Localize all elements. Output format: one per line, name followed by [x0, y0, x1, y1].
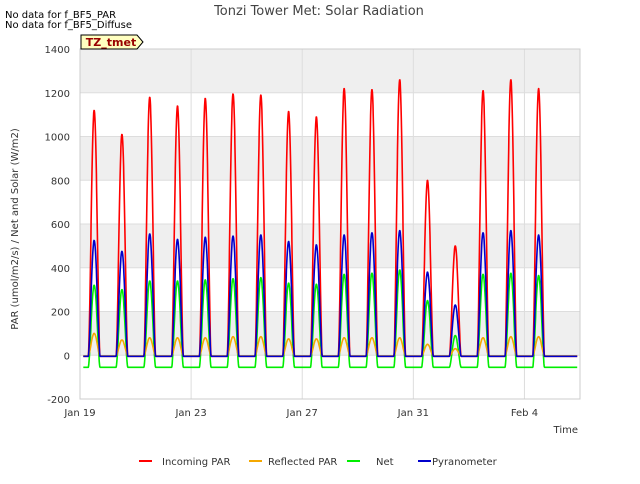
x-tick-label: Jan 27	[286, 408, 318, 419]
no-data-note-2: No data for f_BF5_Diffuse	[5, 20, 132, 31]
legend: Incoming PAR Reflected PAR Net Pyranometer	[139, 457, 498, 468]
y-tick-label: 400	[51, 264, 70, 275]
series-layer	[82, 79, 578, 369]
site-tag-box	[80, 34, 144, 50]
background-bands	[80, 49, 580, 356]
x-tick-label: Feb 4	[511, 408, 538, 419]
y-tick-label: 600	[51, 220, 70, 231]
chart-title: Tonzi Tower Met: Solar Radiation	[213, 4, 424, 19]
plot-frame	[79, 48, 581, 400]
series-line-net	[82, 269, 578, 369]
y-tick-label: 200	[51, 308, 70, 319]
y-tick-label: 800	[51, 176, 70, 187]
y-tick-label: 1400	[45, 45, 70, 56]
x-tick-label: Jan 23	[174, 408, 206, 419]
legend-label: Pyranometer	[432, 457, 498, 468]
series-line-pyranometer	[82, 229, 578, 358]
x-tick-label: Jan 31	[397, 408, 429, 419]
background-band	[80, 311, 580, 356]
x-tick-labels: Jan 19 Jan 23 Jan 27 Jan 31 Feb 4	[63, 408, 538, 419]
legend-label: Net	[376, 457, 394, 468]
y-tick-labels: -200 0 200 400 600 800 1000 1200 1400	[45, 45, 70, 406]
x-axis-label: Time	[553, 425, 578, 436]
background-band	[80, 49, 580, 93]
site-tag-label: TZ_tmet	[86, 36, 136, 49]
no-data-note-1: No data for f_BF5_PAR	[5, 10, 116, 21]
y-axis-label: PAR (umol/m2/s) / Net and Solar (W/m2)	[10, 128, 21, 330]
x-tick-label: Jan 19	[63, 408, 95, 419]
legend-label: Incoming PAR	[162, 457, 231, 468]
y-tick-label: 0	[64, 351, 70, 362]
y-tick-label: 1200	[45, 89, 70, 100]
background-band	[80, 136, 580, 181]
y-tick-label: 1000	[45, 133, 70, 144]
y-tick-label: -200	[47, 395, 70, 406]
legend-label: Reflected PAR	[268, 457, 337, 468]
site-tag: TZ_tmet	[80, 34, 144, 50]
background-band	[80, 224, 580, 268]
